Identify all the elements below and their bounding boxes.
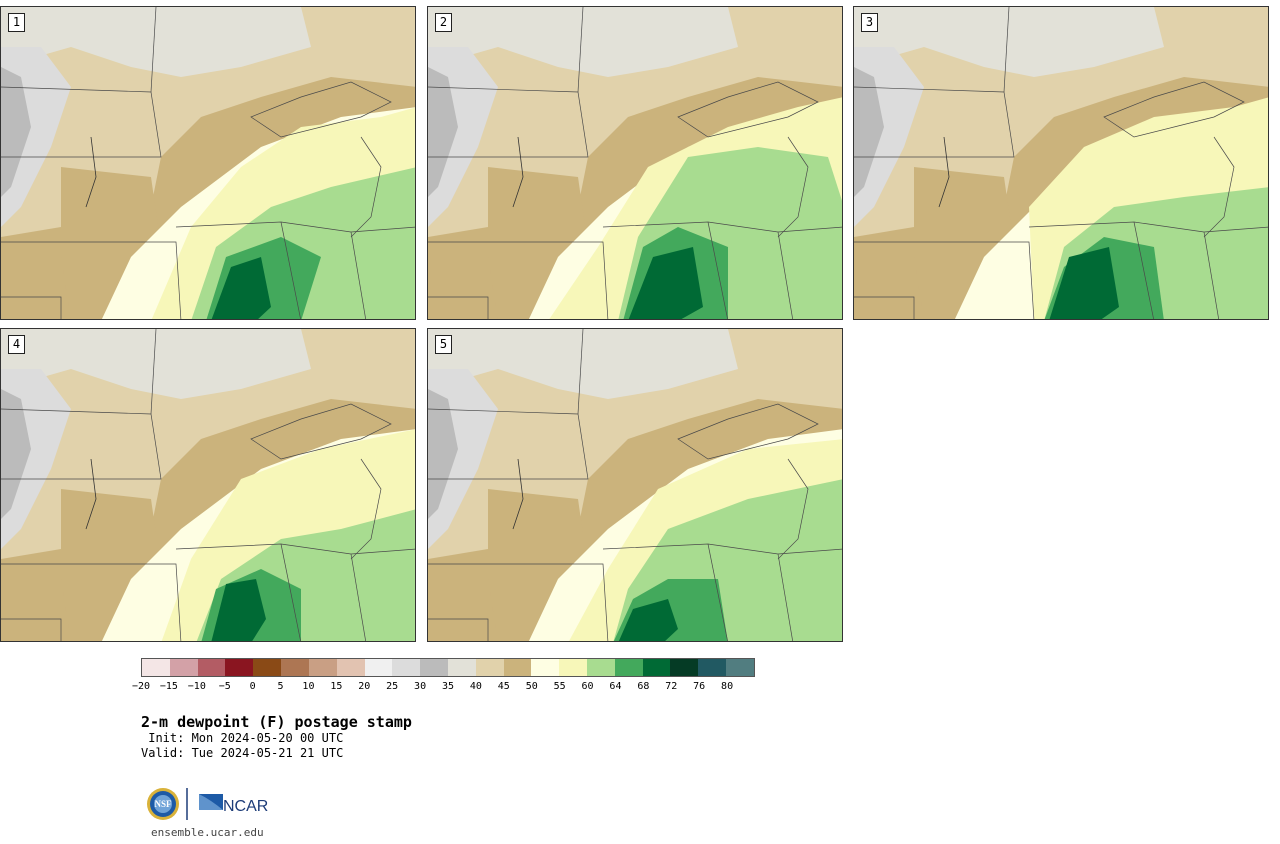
figure-title: 2-m dewpoint (F) postage stamp xyxy=(141,713,412,731)
colorbar-tick-label: 40 xyxy=(469,681,482,692)
colorbar-bin xyxy=(726,659,754,676)
colorbar-bin xyxy=(698,659,727,676)
colorbar-tick-labels: −20 −15 −10 −5 0 5 10 15 20 25 30 35 40 45 50 55 60 64 68 7… xyxy=(132,681,755,695)
ncar-logo-text: NCAR xyxy=(223,798,268,815)
member-number-label: 3 xyxy=(861,13,878,32)
colorbar-tick-label: 55 xyxy=(553,681,566,692)
colorbar-bin xyxy=(225,659,254,676)
colorbar-bin xyxy=(642,659,671,676)
colorbar-tick-label: 30 xyxy=(414,681,427,692)
dewpoint-map-1 xyxy=(1,7,415,319)
colorbar-bin xyxy=(447,659,476,676)
postage-stamp-panel-3: 3 xyxy=(853,6,1269,320)
dewpoint-map-3 xyxy=(854,7,1268,319)
dewpoint-map-5 xyxy=(428,329,842,641)
colorbar-tick-label: 35 xyxy=(441,681,455,692)
colorbar-bin xyxy=(392,659,421,676)
init-time: Init: Mon 2024-05-20 00 UTC xyxy=(141,731,344,745)
colorbar-tick-label: 45 xyxy=(497,681,510,692)
colorbar-bin xyxy=(364,659,393,676)
colorbar-bin xyxy=(503,659,532,676)
colorbar-bin xyxy=(559,659,587,676)
colorbar-bin xyxy=(308,659,337,676)
colorbar-tick-label: 60 xyxy=(581,681,594,692)
colorbar-tick-label: −15 xyxy=(159,681,178,692)
colorbar-tick-label: 10 xyxy=(302,681,315,692)
dewpoint-map-4 xyxy=(1,329,415,641)
postage-stamp-panel-2: 2 xyxy=(427,6,843,320)
colorbar-bin xyxy=(614,659,643,676)
postage-stamp-panel-1: 1 xyxy=(0,6,416,320)
nsf-logo-text: NSF xyxy=(154,799,172,809)
colorbar-tick-label: 15 xyxy=(330,681,343,692)
nsf-logo: NSF xyxy=(147,788,179,820)
colorbar-tick-label: −5 xyxy=(218,681,231,692)
colorbar-tick-label: −20 xyxy=(131,681,151,692)
colorbar-tick-label: 76 xyxy=(693,681,706,692)
colorbar-bin xyxy=(420,659,448,676)
postage-stamp-panel-4: 4 xyxy=(0,328,416,642)
colorbar-tick-label: 80 xyxy=(721,681,734,692)
colorbar-tick-label: 72 xyxy=(665,681,678,692)
colorbar-bin xyxy=(197,659,226,676)
colorbar-bin xyxy=(670,659,699,676)
colorbar-bin xyxy=(253,659,282,676)
member-number-label: 4 xyxy=(8,335,25,354)
postage-stamp-panel-5: 5 xyxy=(427,328,843,642)
valid-time: Valid: Tue 2024-05-21 21 UTC xyxy=(141,746,344,760)
dewpoint-colorbar xyxy=(141,658,755,677)
colorbar-tick-label: 20 xyxy=(358,681,371,692)
colorbar-tick-label: 0 xyxy=(249,681,256,692)
colorbar-tick-label: 64 xyxy=(609,681,622,692)
dewpoint-map-2 xyxy=(428,7,842,319)
colorbar-bin xyxy=(336,659,365,676)
colorbar-bin xyxy=(475,659,504,676)
colorbar-bin xyxy=(281,659,309,676)
colorbar-tick-label: 68 xyxy=(637,681,650,692)
colorbar-bin xyxy=(142,659,170,676)
colorbar-bin xyxy=(169,659,198,676)
ncar-logo: NCAR xyxy=(199,794,268,815)
colorbar-tick-label: 25 xyxy=(386,681,399,692)
colorbar-tick-label: 5 xyxy=(277,681,284,692)
member-number-label: 1 xyxy=(8,13,25,32)
colorbar-bin xyxy=(531,659,560,676)
logo-group: NSF NCAR xyxy=(145,786,275,822)
colorbar-tick-label: −10 xyxy=(187,681,206,692)
website-link[interactable]: ensemble.ucar.edu xyxy=(151,826,264,839)
member-number-label: 2 xyxy=(435,13,452,32)
member-number-label: 5 xyxy=(435,335,452,354)
colorbar-bin xyxy=(587,659,615,676)
colorbar-tick-label: 50 xyxy=(525,681,538,692)
